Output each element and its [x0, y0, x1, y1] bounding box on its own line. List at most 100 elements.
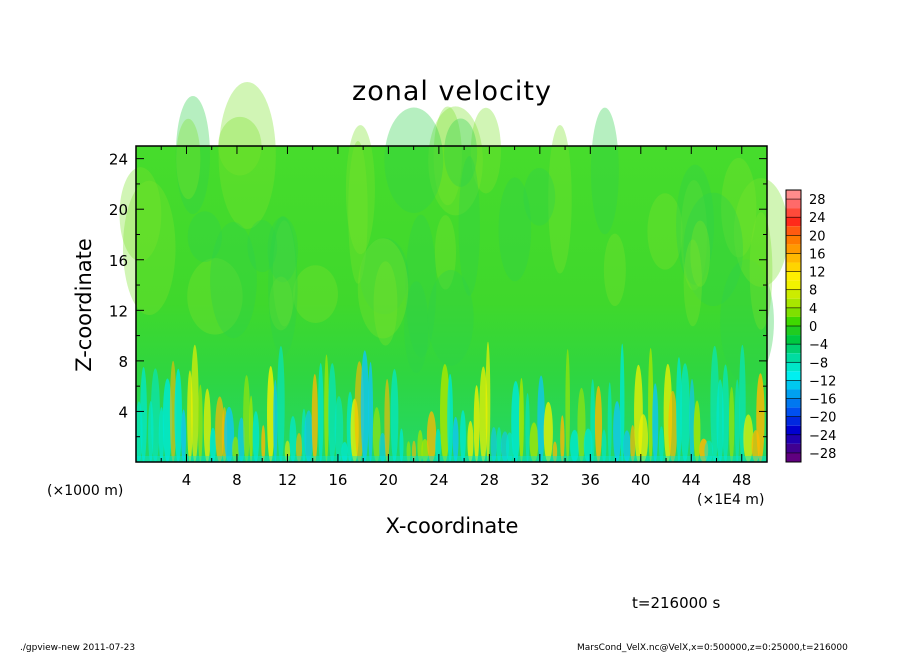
field-streak — [440, 364, 450, 463]
colorbar: 28 24 20 16 12 8 4 0 −4 −8 −12 −16 −20 −24 −28 — [785, 189, 836, 463]
field-streak — [577, 387, 586, 462]
field-streak — [372, 407, 381, 462]
field-streak — [623, 430, 631, 462]
field-streak — [743, 414, 754, 462]
field-patch — [119, 167, 162, 262]
colorbar-label: −4 — [809, 338, 828, 353]
field-streak — [728, 387, 735, 462]
field-patch — [444, 118, 478, 187]
colorbar-label: −20 — [809, 411, 836, 426]
colorbar-swatch — [786, 416, 801, 426]
colorbar-label: 4 — [809, 302, 817, 317]
field-streak — [756, 373, 765, 462]
field-patch — [427, 269, 474, 366]
colorbar-swatch — [786, 443, 801, 453]
field-patch — [434, 215, 456, 290]
field-streak — [734, 379, 740, 462]
colorbar-label: 20 — [809, 229, 826, 244]
field-streak — [304, 410, 314, 462]
field-streak — [181, 409, 187, 462]
chart-title: zonal velocity — [352, 76, 552, 107]
field-patch — [357, 238, 409, 339]
colorbar-label: 0 — [809, 320, 817, 335]
field-patch — [470, 107, 502, 194]
field-streak — [406, 441, 411, 462]
field-patch — [360, 237, 409, 315]
field-streak — [162, 378, 173, 462]
field-patch — [690, 220, 711, 287]
field-streak — [630, 425, 636, 462]
field-streak — [190, 344, 199, 462]
plot-frame — [135, 145, 768, 463]
field-streak — [659, 426, 664, 462]
colorbar-swatch — [786, 335, 801, 345]
colorbar-swatch — [786, 307, 801, 317]
field-patch — [458, 155, 480, 296]
field-patch — [548, 124, 572, 274]
colorbar-label: −24 — [809, 429, 836, 444]
field-streak — [426, 411, 437, 463]
field-surface-band — [136, 456, 767, 462]
field-patch — [210, 222, 257, 339]
field-patch — [175, 95, 210, 215]
colorbar-swatch — [786, 326, 801, 336]
colorbar-label: −16 — [809, 393, 836, 408]
y-tick-label: 24 — [109, 151, 128, 169]
field-streak — [324, 354, 329, 462]
field-patch — [268, 215, 298, 357]
y-axis-label: Z-coordinate — [72, 238, 96, 372]
colorbar-swatch — [786, 190, 801, 200]
field-streak — [613, 401, 622, 462]
y-tick-label: 16 — [109, 252, 128, 270]
colorbar-swatch — [786, 226, 801, 236]
field-patch — [272, 220, 296, 327]
field-streak — [411, 440, 417, 462]
field-streak — [384, 379, 390, 462]
field-streak — [334, 396, 344, 462]
field-streak — [249, 395, 254, 463]
field-streak — [590, 379, 596, 462]
field-streak — [565, 349, 570, 462]
x-tick-label: 44 — [682, 471, 701, 489]
field-streak — [689, 379, 695, 462]
field-streak — [543, 401, 553, 462]
x-tick-label: 36 — [581, 471, 600, 489]
field-streak — [295, 432, 303, 462]
colorbar-swatch — [786, 262, 801, 272]
field-streak — [273, 379, 278, 462]
field-streak — [197, 384, 203, 462]
colorbar-swatch — [786, 280, 801, 290]
field-patch — [293, 265, 338, 323]
colorbar-label: −8 — [809, 356, 828, 371]
field-streak — [379, 432, 387, 462]
x-tick-label: 12 — [278, 471, 297, 489]
colorbar-swatch — [786, 289, 801, 299]
field-patch — [404, 281, 429, 374]
colorbar-swatch — [786, 425, 801, 435]
field-streak — [368, 362, 374, 463]
x-axis-label: X-coordinate — [385, 514, 519, 538]
field-streak — [277, 346, 285, 462]
field-patch — [733, 178, 789, 287]
field-streak — [311, 374, 318, 462]
field-streak — [390, 368, 399, 462]
y-unit-label: (×1000 m) — [47, 483, 124, 499]
field-patch — [720, 259, 774, 385]
colorbar-swatch — [786, 244, 801, 254]
field-streak — [169, 360, 177, 463]
footer-right: MarsCond_VelX.nc@VelX,x=0:500000,z=0:250… — [577, 643, 848, 653]
field-patch — [647, 193, 683, 270]
field-streak — [243, 375, 251, 462]
field-streak — [668, 390, 678, 463]
field-streak — [525, 393, 530, 462]
field-patch — [683, 192, 744, 307]
x-tick-label: 28 — [480, 471, 499, 489]
field-streak — [505, 432, 514, 463]
colorbar-swatch — [786, 371, 801, 381]
field-streak — [360, 350, 369, 462]
colorbar-swatch — [786, 389, 801, 399]
field-patch — [269, 276, 293, 331]
field-streak — [519, 378, 524, 462]
